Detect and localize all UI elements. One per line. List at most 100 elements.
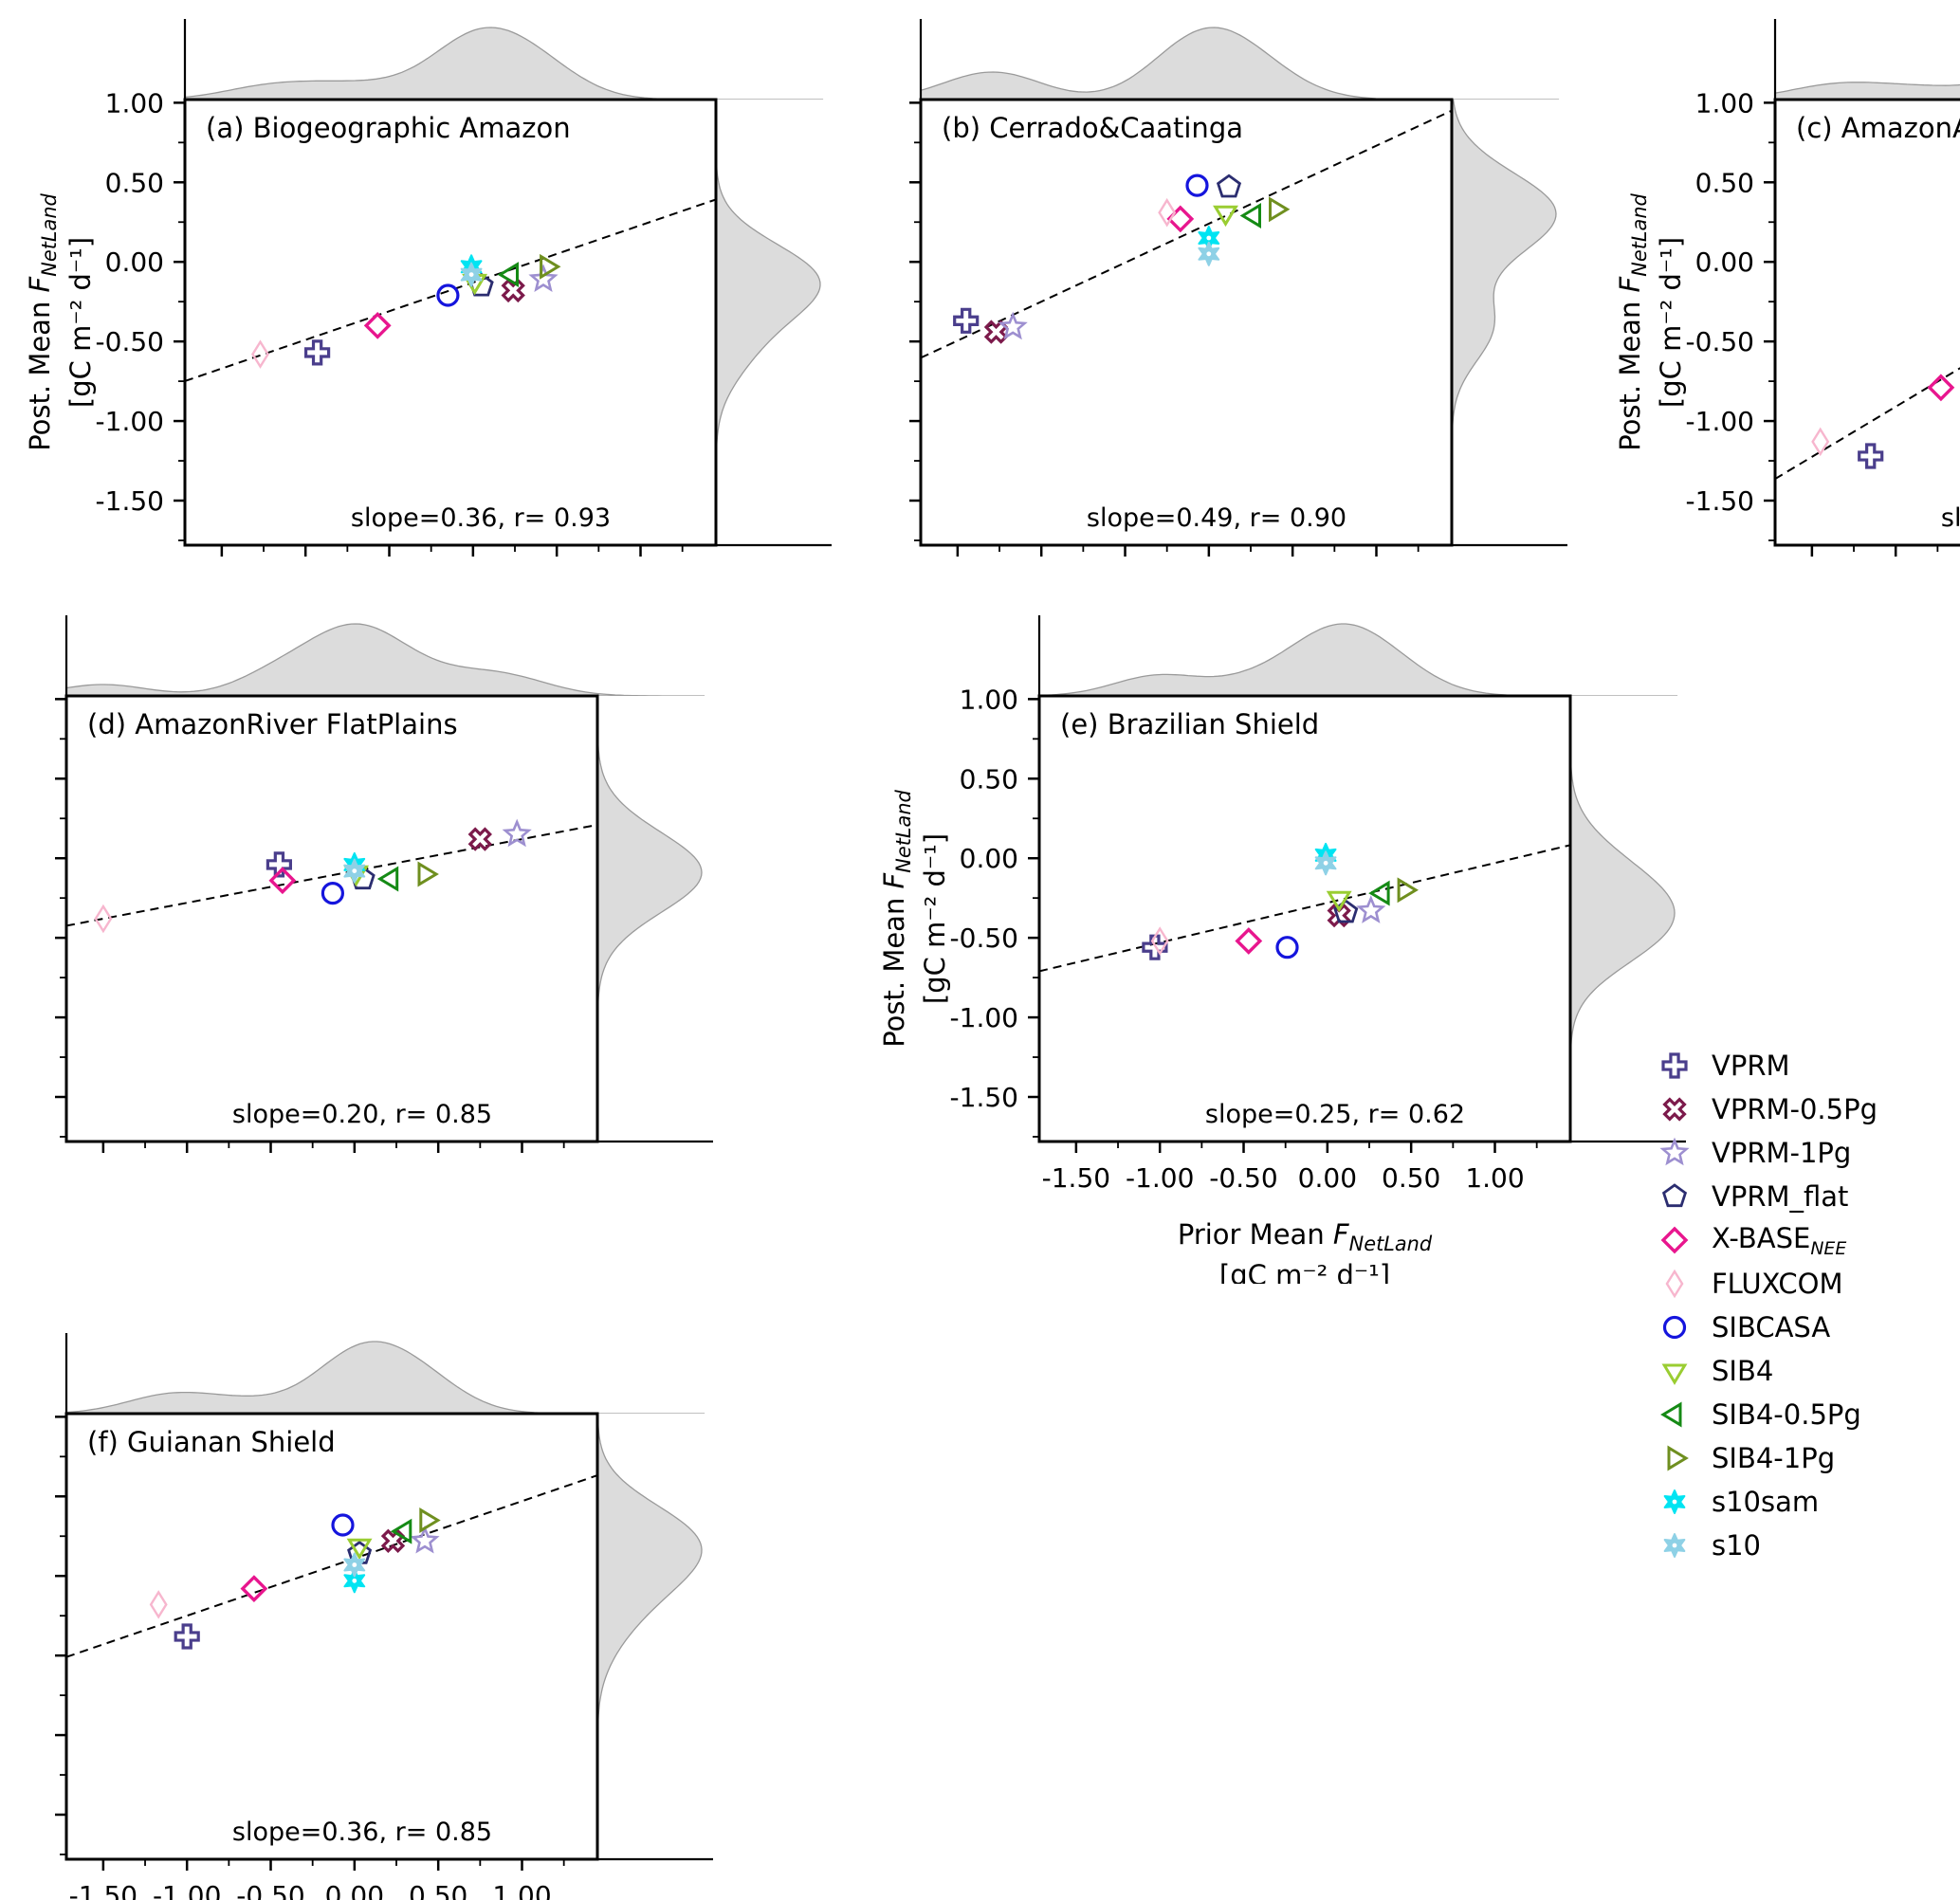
VPRM_flat-marker: [1216, 174, 1242, 198]
x-tick-label: -1.50: [69, 1880, 137, 1900]
diamond_thin-icon: [1665, 1269, 1684, 1299]
X-BASE-marker: [1235, 927, 1263, 955]
legend-label: VPRM_flat: [1712, 1180, 1849, 1213]
VPRM-marker: [953, 307, 980, 334]
top-density: [920, 27, 1560, 100]
flower6-icon: [1663, 1533, 1686, 1558]
plot-frame: [919, 98, 1454, 547]
s10sam-legend-marker: [1663, 1489, 1686, 1514]
FLUXCOM-marker: [94, 904, 113, 934]
x-tick-label: -0.50: [236, 1880, 304, 1900]
legend-item-VPRM-1Pg: VPRM-1Pg: [1655, 1131, 1913, 1175]
top-density: [65, 1341, 705, 1414]
legend-label: VPRM: [1712, 1050, 1790, 1082]
plot-frame: [183, 98, 718, 547]
VPRM-1Pg-legend-marker: [1659, 1137, 1690, 1166]
right-density: [597, 1414, 703, 1859]
x-tick-label: 1.00: [1465, 1162, 1524, 1194]
x-tick-label: -1.00: [153, 1880, 221, 1900]
X-BASE-legend-marker: [1660, 1226, 1689, 1254]
s10-marker: [1198, 241, 1220, 266]
s10-legend-marker: [1663, 1533, 1686, 1558]
VPRM-1Pg-marker: [502, 818, 532, 848]
y-tick-label: 0.50: [960, 763, 1018, 795]
SIB4-1Pg-legend-marker: [1667, 1445, 1689, 1471]
VPRM-1Pg-marker: [410, 1525, 440, 1554]
y-tick-label: -0.50: [950, 923, 1018, 954]
trend-line: [1775, 367, 1960, 480]
trend-line: [1039, 844, 1570, 973]
X-BASE-marker: [1927, 374, 1955, 402]
circle-icon: [1662, 1315, 1687, 1340]
legend-label: SIB4-1Pg: [1712, 1442, 1836, 1474]
y-tick-label: 1.00: [960, 684, 1018, 715]
VPRM-marker: [266, 851, 292, 878]
panel-c-chart: 1.00 0.50 0.00 -0.50 -1.00 -1.50 (c) AmazonAnd…: [1614, 19, 1960, 557]
SIB4-0.5Pg-marker: [497, 262, 519, 288]
panel-d-chart: (d) AmazonRiver FlatPlains slope=0.20, r=…: [55, 615, 713, 1153]
FLUXCOM-marker: [1158, 197, 1177, 228]
panel-grid: 1.00 0.50 0.00 -0.50 -1.00 -1.50 (a) Biogeogra…: [9, 9, 1960, 1900]
pentagon-icon: [1661, 1183, 1688, 1208]
s10sam-marker: [343, 1568, 366, 1594]
y-tick-label: 0.50: [1695, 167, 1754, 198]
VPRM-marker: [304, 339, 331, 366]
y-tick-label: -1.50: [1686, 485, 1754, 517]
right-density: [597, 696, 703, 1142]
legend-label: X-BASENEE: [1712, 1221, 1847, 1259]
VPRM-1Pg-marker: [1356, 895, 1386, 923]
slope-annotation: slope=0.20, r= 0.85: [232, 1100, 492, 1129]
VPRM-marker: [1858, 443, 1884, 469]
x-tick-label: 0.50: [1382, 1162, 1440, 1194]
y-tick-label: -1.00: [950, 1002, 1018, 1033]
trend-line: [66, 1474, 597, 1658]
SIB4-1Pg-marker: [1397, 877, 1420, 904]
legend-item-SIB4-0.5Pg: SIB4-0.5Pg: [1655, 1393, 1913, 1436]
legend-label: SIB4-0.5Pg: [1712, 1398, 1861, 1431]
trend-line: [185, 198, 716, 382]
SIB4-legend-marker: [1661, 1363, 1688, 1385]
x-tick-label: -0.50: [1209, 1162, 1277, 1194]
FLUXCOM-marker: [251, 339, 269, 369]
VPRM-0.5Pg-marker: [380, 1528, 406, 1553]
panel-a: 1.00 0.50 0.00 -0.50 -1.00 -1.50 (a) Biogeogra…: [9, 9, 839, 570]
slope-annotation: slope=0.25, r= 0.62: [1205, 1100, 1465, 1129]
y-axis-label: Post. Mean FNetLand[gC m⁻² d⁻¹]: [878, 789, 951, 1047]
y-tick-label: -1.00: [1686, 406, 1754, 437]
legend-item-VPRM: VPRM: [1655, 1044, 1913, 1087]
y-tick-label: 0.00: [105, 247, 164, 278]
plot-frame: [1037, 694, 1572, 1143]
x-tick-label: 0.00: [1298, 1162, 1357, 1194]
panel-a-chart: 1.00 0.50 0.00 -0.50 -1.00 -1.50 (a) Biogeogra…: [24, 19, 832, 557]
panel-title: (f) Guianan Shield: [87, 1426, 336, 1458]
SIBCASA-marker: [1275, 936, 1299, 959]
y-tick-label: -1.50: [96, 485, 164, 517]
star5-icon: [1659, 1137, 1690, 1166]
SIB4-1Pg-marker: [1269, 196, 1291, 223]
y-tick-label: 1.00: [1695, 87, 1754, 119]
legend-label: VPRM-1Pg: [1712, 1137, 1852, 1169]
legend-label: VPRM-0.5Pg: [1712, 1093, 1878, 1125]
SIB4-0.5Pg-marker: [1368, 880, 1390, 906]
plot-frame: [1773, 98, 1960, 547]
top-density: [1038, 623, 1678, 696]
right-density: [716, 100, 821, 545]
flower6-icon: [1663, 1489, 1686, 1514]
legend-item-s10: s10: [1655, 1524, 1913, 1567]
VPRM-0.5Pg-marker: [1327, 903, 1351, 928]
y-axis-label: Post. Mean FNetLand[gC m⁻² d⁻¹]: [24, 192, 97, 450]
y-tick-label: 0.00: [960, 843, 1018, 874]
FLUXCOM-marker: [149, 1590, 168, 1619]
panel-f-chart: -1.50 -1.00 -0.50 0.00 0.50 1.00 (f) Guianan S…: [55, 1333, 713, 1900]
legend-item-VPRM-0.5Pg: VPRM-0.5Pg: [1655, 1087, 1913, 1131]
slope-annotation: slope=0.63, r= 0.92: [1941, 503, 1960, 533]
panel-d: (d) AmazonRiver FlatPlains slope=0.20, r=…: [9, 606, 839, 1288]
legend-item-VPRM_flat: VPRM_flat: [1655, 1175, 1913, 1218]
SIBCASA-marker: [436, 283, 460, 307]
legend: VPRM VPRM-0.5Pg VPRM-1Pg VPRM_flat X-BASENEE…: [1600, 1044, 1913, 1567]
panel-b: (b) Cerrado&Caatinga slope=0.49, r= 0.90: [864, 9, 1575, 570]
SIB4-1Pg-marker: [540, 253, 561, 280]
legend-item-SIB4-1Pg: SIB4-1Pg: [1655, 1436, 1913, 1480]
y-tick-label: -0.50: [1686, 326, 1754, 357]
legend-item-s10sam: s10sam: [1655, 1480, 1913, 1524]
